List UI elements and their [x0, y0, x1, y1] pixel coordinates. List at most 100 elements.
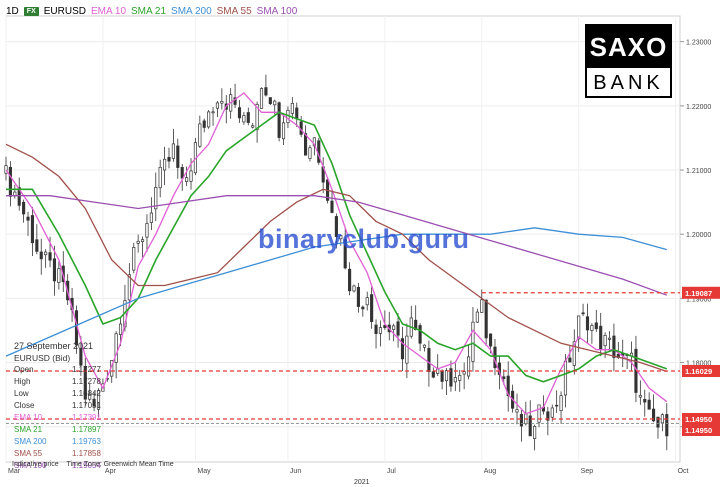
candle-body[interactable]	[281, 122, 286, 140]
candle-body[interactable]	[563, 360, 568, 396]
candle-body[interactable]	[489, 333, 493, 347]
candle-body[interactable]	[356, 286, 360, 307]
candle-body[interactable]	[30, 215, 34, 244]
candle-body[interactable]	[528, 415, 532, 437]
candle-body[interactable]	[656, 416, 660, 428]
candle-body[interactable]	[418, 325, 422, 344]
candle-body[interactable]	[396, 321, 400, 336]
candle-body[interactable]	[339, 235, 343, 240]
candle-body[interactable]	[163, 158, 167, 171]
candle-body[interactable]	[462, 371, 466, 375]
candle-body[interactable]	[127, 274, 131, 301]
candle-body[interactable]	[537, 404, 541, 423]
candle-body[interactable]	[533, 426, 537, 440]
candle-body[interactable]	[35, 239, 39, 252]
candle-body[interactable]	[449, 368, 453, 387]
candle-body[interactable]	[237, 107, 242, 119]
candle-body[interactable]	[665, 414, 669, 437]
candle-body[interactable]	[405, 335, 409, 364]
candle-body[interactable]	[158, 166, 162, 189]
candle-body[interactable]	[475, 311, 479, 323]
timeframe-label[interactable]: 1D	[6, 6, 19, 17]
candle-body[interactable]	[189, 170, 193, 182]
candle-body[interactable]	[246, 112, 250, 123]
candle-body[interactable]	[96, 390, 101, 410]
candle-body[interactable]	[198, 123, 202, 147]
candle-body[interactable]	[352, 285, 356, 292]
candle-body[interactable]	[220, 100, 224, 104]
candle-body[interactable]	[141, 239, 145, 242]
indicator-legend-item[interactable]: SMA 200	[171, 6, 212, 17]
candle-body[interactable]	[638, 394, 642, 398]
candle-body[interactable]	[39, 251, 43, 260]
candle-body[interactable]	[466, 356, 471, 377]
candle-body[interactable]	[590, 325, 594, 331]
candle-body[interactable]	[185, 177, 189, 182]
indicator-legend-item[interactable]: SMA 21	[131, 6, 167, 17]
candle-body[interactable]	[427, 348, 431, 372]
candle-body[interactable]	[506, 375, 510, 397]
candle-body[interactable]	[26, 216, 30, 221]
candle-body[interactable]	[167, 156, 171, 162]
candle-body[interactable]	[118, 323, 123, 335]
candle-body[interactable]	[392, 325, 396, 330]
candle-body[interactable]	[546, 411, 550, 421]
candle-body[interactable]	[273, 100, 277, 106]
candle-body[interactable]	[603, 335, 607, 347]
candle-body[interactable]	[660, 414, 664, 424]
candle-body[interactable]	[577, 315, 581, 340]
candle-body[interactable]	[484, 299, 488, 339]
candle-body[interactable]	[555, 404, 559, 407]
candle-body[interactable]	[568, 357, 572, 363]
candle-body[interactable]	[215, 102, 220, 109]
candle-body[interactable]	[308, 147, 312, 159]
candle-body[interactable]	[383, 324, 387, 329]
candle-body[interactable]	[4, 165, 8, 174]
candle-body[interactable]	[378, 327, 383, 334]
candle-body[interactable]	[652, 408, 656, 422]
candle-body[interactable]	[171, 143, 175, 159]
candle-body[interactable]	[519, 414, 523, 427]
candle-body[interactable]	[295, 107, 299, 120]
candle-body[interactable]	[581, 312, 585, 315]
candle-body[interactable]	[242, 115, 246, 123]
candle-body[interactable]	[343, 239, 347, 269]
candle-body[interactable]	[453, 377, 457, 383]
candle-body[interactable]	[145, 223, 149, 238]
candle-body[interactable]	[202, 120, 206, 128]
candle-body[interactable]	[400, 338, 405, 360]
candle-body[interactable]	[154, 186, 158, 210]
candle-body[interactable]	[264, 87, 268, 96]
candle-body[interactable]	[79, 348, 83, 366]
indicator-legend-item[interactable]: SMA 100	[256, 6, 298, 17]
candle-body[interactable]	[277, 102, 281, 138]
candle-body[interactable]	[414, 319, 418, 331]
candle-body[interactable]	[211, 111, 215, 114]
candle-body[interactable]	[114, 333, 118, 363]
symbol-label[interactable]: EURUSD	[43, 6, 86, 17]
candle-body[interactable]	[255, 103, 259, 131]
candle-body[interactable]	[334, 216, 338, 237]
candle-body[interactable]	[44, 251, 48, 256]
candle-body[interactable]	[550, 407, 554, 418]
candle-body[interactable]	[431, 371, 435, 378]
candle-body[interactable]	[515, 409, 519, 413]
candle-body[interactable]	[180, 167, 184, 179]
candle-body[interactable]	[348, 268, 352, 292]
candle-body[interactable]	[599, 325, 603, 350]
candle-body[interactable]	[361, 306, 365, 310]
candle-body[interactable]	[17, 187, 21, 206]
candle-body[interactable]	[647, 399, 651, 410]
candle-body[interactable]	[233, 97, 237, 105]
indicator-legend-item[interactable]: SMA 55	[216, 6, 252, 17]
candle-body[interactable]	[365, 297, 369, 306]
candle-body[interactable]	[585, 316, 590, 331]
candle-body[interactable]	[48, 252, 52, 261]
candle-body[interactable]	[132, 247, 136, 271]
candle-body[interactable]	[471, 321, 475, 362]
candle-body[interactable]	[88, 394, 92, 400]
candle-body[interactable]	[259, 88, 264, 109]
candle-body[interactable]	[422, 344, 427, 348]
candle-body[interactable]	[502, 376, 506, 379]
